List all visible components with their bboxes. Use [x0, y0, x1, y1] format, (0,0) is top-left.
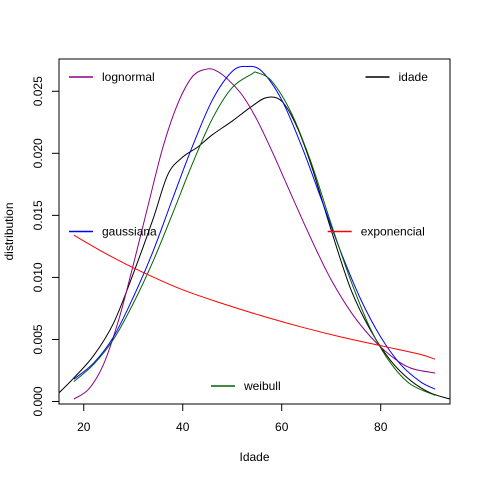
- y-tick-label: 0.020: [31, 138, 45, 168]
- series-line-weibull: [73, 71, 436, 396]
- series-line-idade: [58, 96, 451, 400]
- legend-idade: idade: [365, 70, 429, 84]
- y-tick-label: 0.000: [31, 386, 45, 416]
- x-tick-label: 20: [77, 420, 91, 434]
- x-axis-title: Idade: [239, 450, 269, 464]
- legend-label: idade: [399, 70, 429, 84]
- legend-label: exponencial: [361, 225, 425, 239]
- legend-exponencial: exponencial: [327, 225, 425, 239]
- y-axis: 0.000 0.005 0.010 0.015 0.020 0.025: [31, 76, 60, 417]
- y-tick-label: 0.005: [31, 324, 45, 354]
- legend-label: weibull: [243, 379, 281, 393]
- y-tick-label: 0.015: [31, 200, 45, 230]
- legend-label: lognormal: [102, 70, 155, 84]
- legends: lognormal idade gaussiana exponencial weibul…: [69, 70, 428, 393]
- legend-weibull: weibull: [210, 379, 281, 393]
- series-line-gaussiana: [73, 65, 436, 390]
- x-tick-label: 80: [374, 420, 388, 434]
- y-tick-label: 0.025: [31, 76, 45, 106]
- legend-lognormal: lognormal: [69, 70, 155, 84]
- x-tick-label: 60: [275, 420, 289, 434]
- legend-gaussiana: gaussiana: [69, 225, 157, 239]
- y-axis-title: distribution: [2, 202, 16, 260]
- legend-label: gaussiana: [102, 225, 157, 239]
- density-curves: [58, 65, 451, 400]
- series-line-exponencial: [73, 234, 436, 360]
- x-tick-label: 40: [176, 420, 190, 434]
- x-axis: 20 40 60 80: [77, 403, 388, 434]
- y-tick-label: 0.010: [31, 262, 45, 292]
